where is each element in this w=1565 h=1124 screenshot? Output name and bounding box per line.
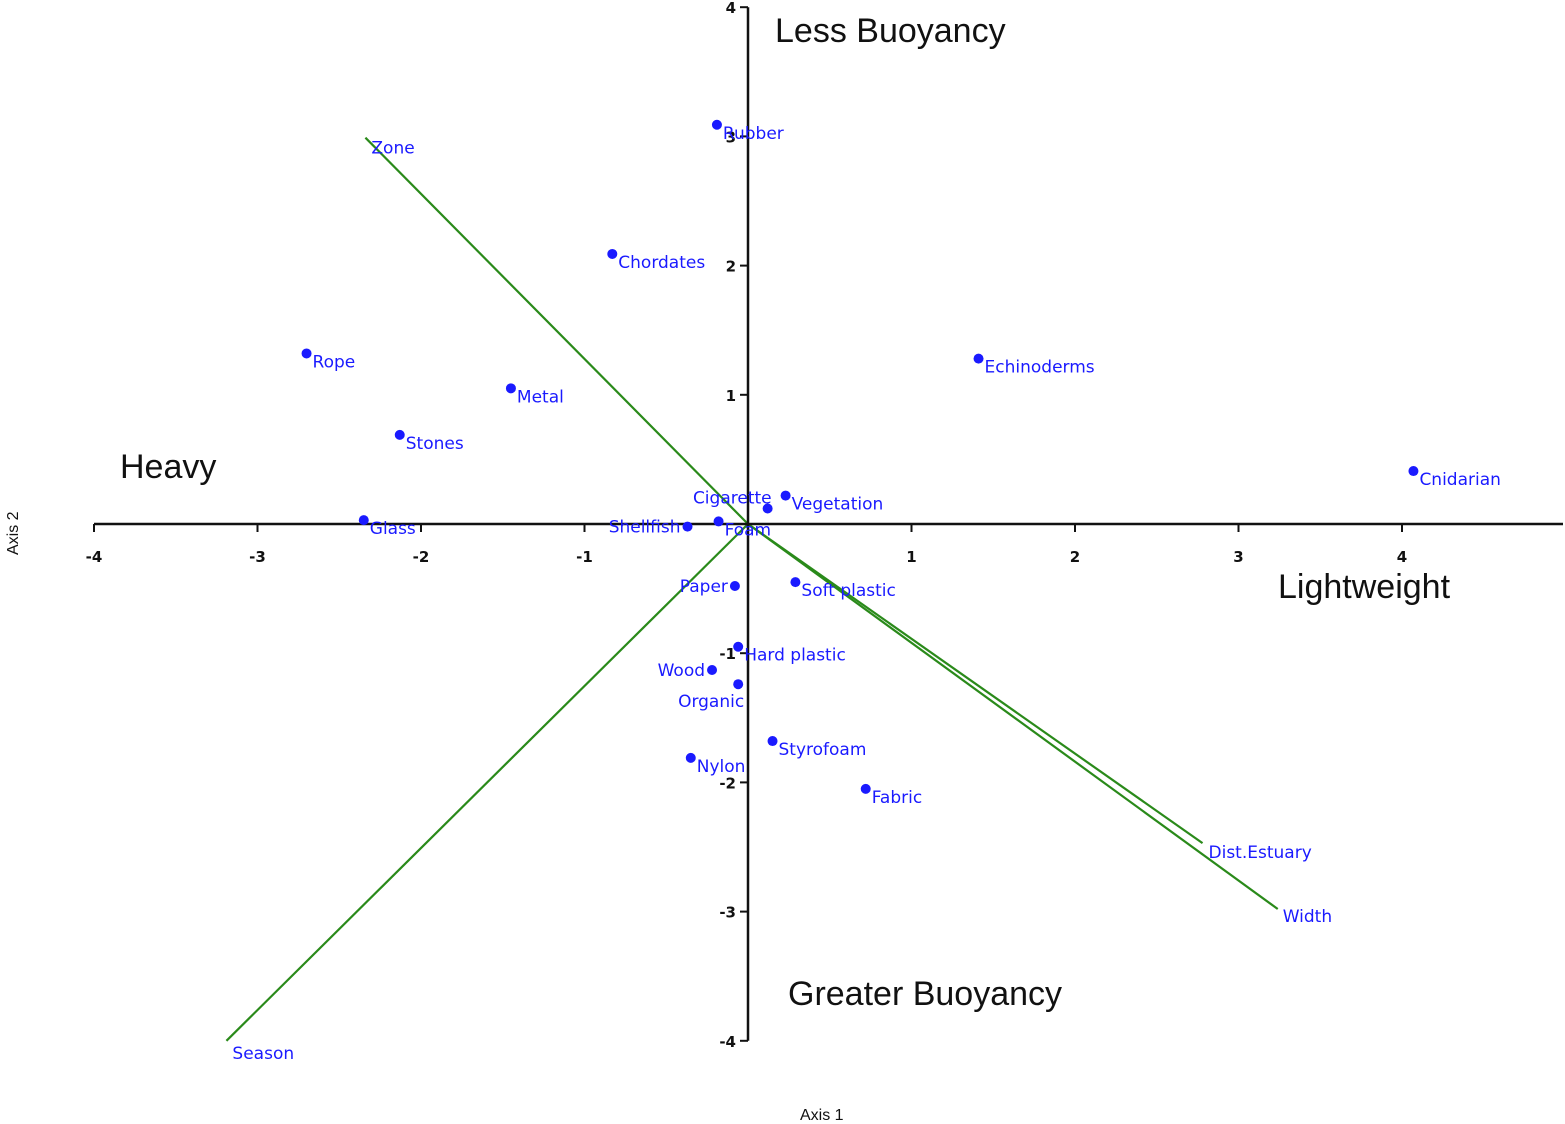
point-label: Foam	[725, 520, 772, 540]
x-tick-label: 2	[1070, 548, 1080, 566]
vector-line	[364, 136, 749, 525]
point-rubber: Rubber	[711, 119, 784, 144]
y-tick-label: -1	[719, 645, 736, 663]
point-marker	[780, 490, 791, 501]
vector-label: Dist.Estuary	[1209, 843, 1312, 863]
point-marker	[707, 664, 718, 675]
region-labels: Less Buoyancy Greater Buoyancy Heavy Lig…	[120, 12, 1451, 1013]
vector-line	[747, 523, 1204, 845]
point-foam: Foam	[713, 516, 772, 540]
x-tick-label: -2	[413, 548, 430, 566]
point-metal: Metal	[505, 383, 564, 407]
point-label: Metal	[517, 387, 564, 407]
point-shellfish: Shellfish	[609, 518, 693, 538]
point-label: Vegetation	[792, 495, 884, 515]
point-marker	[607, 248, 618, 259]
point-wood: Wood	[658, 661, 718, 681]
point-marker	[711, 119, 722, 130]
point-label: Echinoderms	[985, 358, 1095, 378]
point-marker	[790, 577, 801, 588]
point-label: Nylon	[697, 757, 746, 777]
point-echinoderms: Echinoderms	[973, 353, 1095, 378]
data-points: Rubber Chordates Rope Metal Stones Echinoderm…	[301, 119, 1501, 808]
point-label: Shellfish	[609, 518, 681, 538]
point-label: Cigarette	[693, 488, 772, 508]
point-chordates: Chordates	[607, 248, 705, 273]
point-marker	[505, 383, 516, 394]
y-tick-label: -2	[719, 774, 736, 792]
point-soft-plastic: Soft plastic	[790, 577, 896, 601]
y-axis-title: Axis 2	[5, 511, 22, 555]
point-marker	[860, 783, 871, 794]
x-tick-label: -1	[576, 548, 593, 566]
point-label: Soft plastic	[801, 581, 895, 601]
point-marker	[762, 503, 773, 514]
point-stones: Stones	[394, 429, 464, 454]
point-label: Rubber	[723, 124, 784, 144]
x-axis-title: Axis 1	[800, 1107, 844, 1124]
point-nylon: Nylon	[685, 752, 746, 777]
point-styrofoam: Styrofoam	[767, 736, 867, 760]
point-marker	[301, 348, 312, 359]
region-label-top: Less Buoyancy	[775, 12, 1006, 50]
point-hard-plastic: Hard plastic	[733, 641, 846, 666]
point-label: Paper	[680, 577, 728, 597]
region-label-right: Lightweight	[1278, 568, 1451, 606]
point-label: Fabric	[872, 788, 923, 808]
point-label: Glass	[370, 519, 416, 539]
point-glass: Glass	[358, 515, 416, 539]
point-organic: Organic	[678, 679, 744, 712]
point-label: Hard plastic	[744, 646, 846, 666]
point-label: Styrofoam	[779, 740, 867, 760]
point-marker	[685, 752, 696, 763]
point-marker	[733, 641, 744, 652]
x-tick-label: 3	[1233, 548, 1243, 566]
point-label: Wood	[658, 661, 705, 681]
vector-label: Zone	[371, 139, 414, 159]
environmental-vectors: Zone Season Dist.Estuary Width	[225, 136, 1332, 1064]
region-label-bottom: Greater Buoyancy	[788, 975, 1062, 1013]
vector-label: Width	[1283, 907, 1332, 927]
x-tick-label: -4	[86, 548, 103, 566]
point-marker	[733, 679, 744, 690]
point-marker	[1408, 466, 1419, 477]
point-marker	[682, 521, 693, 532]
y-tick-label: -4	[719, 1033, 736, 1051]
region-label-left: Heavy	[120, 448, 216, 486]
point-label: Chordates	[618, 253, 705, 273]
point-marker	[394, 429, 405, 440]
y-tick-label: 3	[726, 128, 736, 146]
point-label: Stones	[406, 434, 464, 454]
point-cnidarian: Cnidarian	[1408, 466, 1501, 490]
point-marker	[729, 581, 740, 592]
y-tick-label: 2	[726, 258, 736, 276]
vector-line	[225, 523, 749, 1042]
point-label: Organic	[678, 692, 744, 712]
point-fabric: Fabric	[860, 783, 923, 808]
x-tick-label: 4	[1397, 548, 1407, 566]
y-tick-label: 1	[726, 387, 736, 405]
point-vegetation: Vegetation	[780, 490, 884, 515]
y-tick-label: 4	[726, 0, 736, 17]
point-paper: Paper	[680, 577, 740, 597]
point-label: Cnidarian	[1419, 470, 1500, 490]
axes: -4 -3 -2 -1 1 2 3 4 4 3 2 1 -1 -2 -3 -4	[86, 0, 1563, 1051]
vector-line	[747, 523, 1279, 910]
point-marker	[713, 516, 724, 527]
x-tick-label: -3	[249, 548, 266, 566]
vector-label: Season	[232, 1044, 294, 1064]
point-marker	[767, 736, 778, 747]
x-tick-label: 1	[906, 548, 916, 566]
y-tick-label: -3	[719, 904, 736, 922]
point-cigarette: Cigarette	[693, 488, 773, 514]
point-marker	[973, 353, 984, 364]
point-label: Rope	[313, 352, 356, 372]
point-rope: Rope	[301, 348, 356, 372]
point-marker	[358, 515, 369, 526]
